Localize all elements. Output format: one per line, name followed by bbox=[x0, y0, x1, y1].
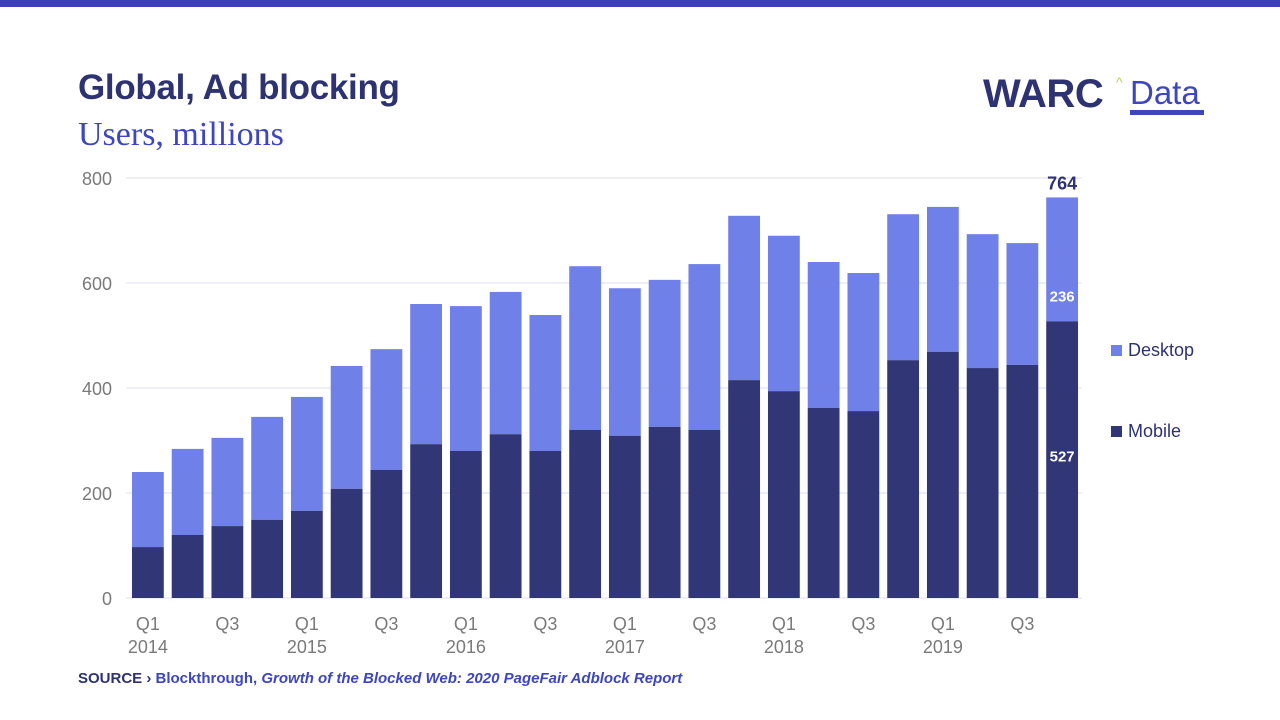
bar-desktop bbox=[290, 396, 323, 511]
x-tick-label: Q1 bbox=[136, 614, 160, 634]
bar-mobile bbox=[847, 411, 880, 598]
x-tick-year-label: 2018 bbox=[764, 637, 804, 657]
bar-mobile bbox=[688, 430, 721, 598]
mobile-data-label: 527 bbox=[1050, 448, 1075, 465]
logo-caret-icon: ^ bbox=[1116, 74, 1123, 90]
bar-desktop bbox=[847, 273, 880, 412]
y-tick-label: 0 bbox=[102, 589, 112, 609]
bar-mobile bbox=[1046, 321, 1079, 598]
x-tick-label: Q3 bbox=[1010, 614, 1034, 634]
bar-desktop bbox=[1046, 197, 1079, 322]
legend-swatch-mobile bbox=[1111, 426, 1122, 437]
x-tick-year-label: 2019 bbox=[923, 637, 963, 657]
y-tick-label: 200 bbox=[82, 484, 112, 504]
bar-mobile bbox=[648, 426, 681, 598]
bar-desktop bbox=[887, 214, 920, 361]
bar-desktop bbox=[251, 416, 284, 520]
bar-mobile bbox=[171, 535, 204, 598]
bar-mobile bbox=[251, 519, 284, 598]
bar-desktop bbox=[529, 315, 562, 451]
source-note: SOURCE › Blockthrough, Growth of the Blo… bbox=[78, 670, 682, 687]
bar-desktop bbox=[966, 234, 999, 369]
bar-desktop bbox=[1006, 243, 1039, 365]
logo-underline bbox=[1130, 110, 1204, 115]
bar-mobile bbox=[529, 451, 562, 598]
bar-desktop bbox=[767, 235, 800, 392]
top-accent-bar bbox=[0, 0, 1280, 7]
bar-mobile bbox=[290, 510, 323, 598]
desktop-data-label: 236 bbox=[1050, 288, 1075, 305]
bar-mobile bbox=[410, 444, 443, 598]
x-tick-label: Q3 bbox=[692, 614, 716, 634]
y-tick-label: 800 bbox=[82, 169, 112, 189]
bar-mobile bbox=[569, 430, 602, 598]
bars bbox=[131, 197, 1079, 598]
bar-desktop bbox=[211, 437, 244, 527]
x-tick-year-label: 2016 bbox=[446, 637, 486, 657]
source-name: Blockthrough, bbox=[155, 670, 258, 687]
bar-mobile bbox=[370, 469, 403, 598]
x-tick-label: Q3 bbox=[374, 614, 398, 634]
bar-mobile bbox=[449, 451, 482, 598]
bar-mobile bbox=[728, 380, 761, 598]
logo-product: Data bbox=[1130, 74, 1200, 111]
x-tick-label: Q3 bbox=[851, 614, 875, 634]
bar-desktop bbox=[648, 279, 681, 427]
bar-desktop bbox=[489, 291, 522, 435]
legend-item-desktop: Desktop bbox=[1111, 340, 1194, 361]
bar-desktop bbox=[330, 365, 363, 489]
bar-mobile bbox=[807, 407, 840, 598]
legend-item-mobile: Mobile bbox=[1111, 421, 1181, 442]
x-tick-year-label: 2017 bbox=[605, 637, 645, 657]
y-tick-label: 400 bbox=[82, 379, 112, 399]
bar-desktop bbox=[807, 262, 840, 408]
x-tick-year-label: 2015 bbox=[287, 637, 327, 657]
gridlines bbox=[126, 177, 1082, 599]
y-axis-ticks: 0 200 400 600 800 bbox=[82, 169, 112, 609]
legend-label-mobile: Mobile bbox=[1128, 421, 1182, 441]
x-tick-label: Q1 bbox=[931, 614, 955, 634]
x-axis-ticks: Q1 2014 Q3 Q1 2015 Q3 Q1 2016 Q3 Q1 2017 Q3 Q1 2018 Q3… bbox=[128, 614, 1035, 657]
y-tick-label: 600 bbox=[82, 274, 112, 294]
bar-desktop bbox=[688, 264, 721, 430]
total-data-label: 764 bbox=[1047, 173, 1077, 193]
bar-desktop bbox=[171, 448, 204, 535]
bar-desktop bbox=[449, 306, 482, 451]
bar-desktop bbox=[926, 206, 959, 352]
bar-desktop bbox=[131, 472, 164, 548]
bar-desktop bbox=[410, 304, 443, 445]
bar-desktop bbox=[608, 288, 641, 436]
bar-desktop bbox=[569, 266, 602, 430]
chart-title: Global, Ad blocking bbox=[78, 68, 400, 107]
x-tick-label: Q1 bbox=[454, 614, 478, 634]
bar-mobile bbox=[887, 360, 920, 598]
legend-swatch-desktop bbox=[1111, 345, 1122, 356]
source-title: Growth of the Blocked Web: 2020 PageFair… bbox=[261, 670, 683, 687]
bar-mobile bbox=[1006, 364, 1039, 598]
bar-mobile bbox=[330, 488, 363, 598]
x-tick-label: Q1 bbox=[772, 614, 796, 634]
x-tick-year-label: 2014 bbox=[128, 637, 168, 657]
x-tick-label: Q1 bbox=[613, 614, 637, 634]
logo-brand: WARC bbox=[983, 72, 1104, 116]
bar-mobile bbox=[767, 391, 800, 598]
legend-label-desktop: Desktop bbox=[1128, 340, 1195, 360]
source-prefix: SOURCE › bbox=[78, 670, 152, 687]
bar-mobile bbox=[608, 435, 641, 598]
bar-mobile bbox=[211, 526, 244, 598]
x-tick-label: Q3 bbox=[533, 614, 557, 634]
bar-mobile bbox=[966, 368, 999, 598]
bar-mobile bbox=[489, 434, 522, 598]
chart-subtitle: Users, millions bbox=[78, 116, 284, 153]
data-labels: 236 527 764 bbox=[1047, 173, 1077, 465]
x-tick-label: Q1 bbox=[295, 614, 319, 634]
bar-desktop bbox=[728, 215, 761, 381]
bar-mobile bbox=[926, 351, 959, 598]
bar-mobile bbox=[131, 547, 164, 598]
x-tick-label: Q3 bbox=[215, 614, 239, 634]
bar-desktop bbox=[370, 349, 403, 470]
